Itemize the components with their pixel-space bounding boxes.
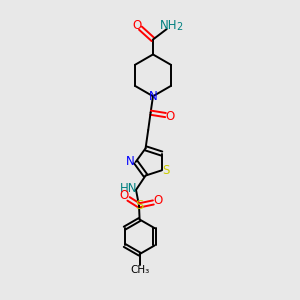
Text: O: O bbox=[166, 110, 175, 123]
Text: S: S bbox=[135, 199, 143, 212]
Text: S: S bbox=[163, 164, 170, 177]
Text: N: N bbox=[148, 90, 158, 103]
Text: O: O bbox=[153, 194, 162, 207]
Text: HN: HN bbox=[120, 182, 137, 195]
Text: O: O bbox=[132, 19, 142, 32]
Text: N: N bbox=[126, 155, 135, 168]
Text: NH: NH bbox=[160, 19, 177, 32]
Text: 2: 2 bbox=[176, 22, 182, 32]
Text: O: O bbox=[120, 189, 129, 203]
Text: CH₃: CH₃ bbox=[130, 265, 149, 275]
